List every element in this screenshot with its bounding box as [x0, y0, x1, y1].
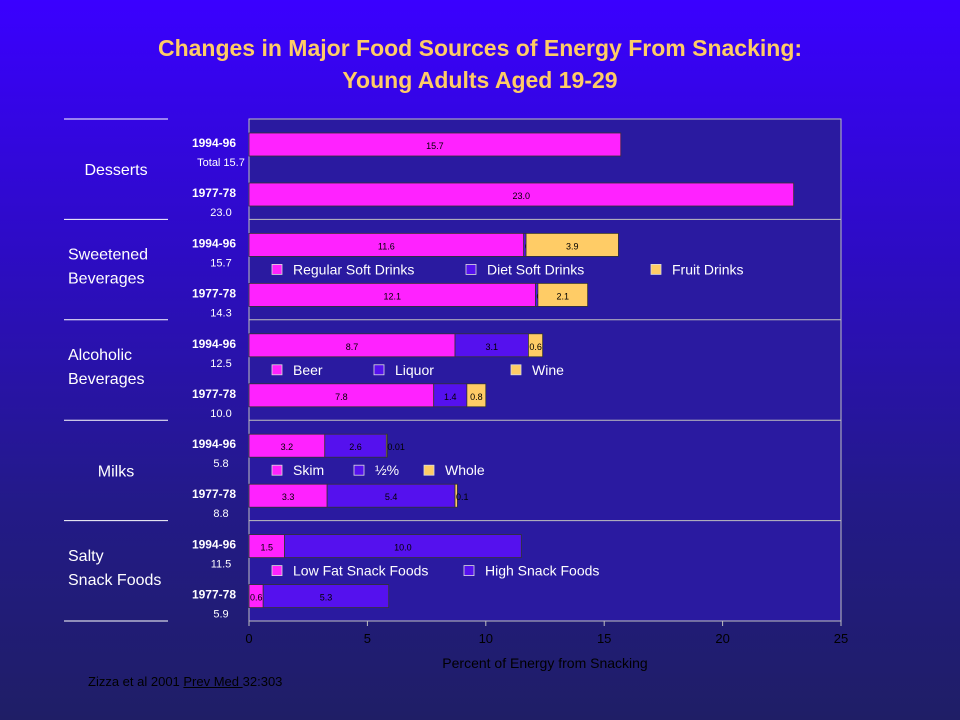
total-label: 5.8 — [213, 458, 228, 470]
data-label: 5.3 — [320, 593, 333, 603]
data-label: 3.3 — [282, 492, 295, 502]
period-label: 1977-78 — [192, 487, 236, 501]
legend-swatch — [353, 464, 365, 476]
data-label: 5.4 — [385, 492, 398, 502]
legend-label: Whole — [445, 462, 485, 478]
period-label: 1994-96 — [192, 538, 236, 552]
legend-label: High Snack Foods — [485, 563, 599, 579]
title-line-2: Young Adults Aged 19-29 — [342, 67, 618, 93]
data-label: 10.0 — [394, 543, 412, 553]
period-label: 1977-78 — [192, 286, 236, 300]
bar-segment — [284, 534, 522, 558]
data-label: 23.0 — [513, 191, 531, 201]
legend-label: Skim — [293, 462, 324, 478]
x-tick-label: 10 — [479, 631, 493, 646]
total-label: 12.5 — [210, 358, 231, 370]
category-label: Desserts — [84, 162, 147, 179]
x-axis-label: Percent of Energy from Snacking — [442, 655, 647, 671]
data-label: 8.7 — [346, 342, 359, 352]
data-label: 7.8 — [335, 392, 348, 402]
data-label: 12.1 — [383, 291, 401, 301]
x-tick-label: 0 — [245, 631, 252, 646]
total-label: 15.7 — [210, 257, 231, 269]
x-tick-label: 20 — [715, 631, 729, 646]
data-label: 0.6 — [529, 342, 542, 352]
x-tick-label: 25 — [834, 631, 848, 646]
legend-swatch — [271, 263, 283, 275]
category-label: Milks — [98, 463, 134, 480]
legend-label: ½% — [375, 462, 399, 478]
citation-ref: 32:303 — [242, 674, 283, 689]
legend-swatch — [510, 364, 522, 376]
legend-label: Diet Soft Drinks — [487, 261, 584, 277]
category-label: Beverages — [68, 271, 145, 288]
total-label: Total 15.7 — [197, 157, 245, 169]
total-label: 10.0 — [210, 408, 231, 420]
period-label: 1994-96 — [192, 136, 236, 150]
bar-segment — [528, 333, 544, 358]
bar-segment — [248, 132, 622, 157]
legend-label: Fruit Drinks — [672, 261, 744, 277]
legend-swatch — [650, 263, 662, 275]
period-label: 1994-96 — [192, 236, 236, 250]
total-label: 8.8 — [213, 508, 228, 520]
bar-segment — [466, 383, 487, 408]
bar-segment — [454, 483, 458, 508]
x-tick-label: 5 — [364, 631, 371, 646]
total-label: 14.3 — [210, 307, 231, 319]
data-label: 0.8 — [470, 392, 483, 402]
bar-segment — [385, 433, 388, 458]
title-line-1: Changes in Major Food Sources of Energy … — [157, 35, 803, 61]
category-label: Sweetened — [68, 247, 148, 264]
data-label: 0.6 — [250, 593, 263, 603]
data-label: 3.2 — [281, 442, 294, 452]
data-label: 2.1 — [557, 291, 570, 301]
data-label: 15.7 — [426, 141, 444, 151]
period-label: 1994-96 — [192, 337, 236, 351]
bar-segment — [248, 182, 795, 207]
legend-swatch — [271, 364, 283, 376]
data-label: 11.6 — [378, 241, 395, 251]
data-label: 3.9 — [566, 241, 579, 251]
period-label: 1977-78 — [192, 387, 236, 401]
chart-title: Changes in Major Food Sources of Energy … — [0, 32, 960, 96]
legend-label: Regular Soft Drinks — [293, 261, 414, 277]
citation: Zizza et al 2001 Prev Med 32:303 — [88, 674, 282, 689]
citation-journal: Prev Med — [183, 674, 243, 689]
data-label: 1.5 — [261, 543, 274, 553]
legend-swatch — [465, 263, 477, 275]
legend-swatch — [271, 565, 283, 576]
total-label: 5.9 — [213, 609, 228, 621]
legend-swatch — [423, 464, 435, 476]
bar-segment — [262, 584, 390, 608]
category-label: Salty — [68, 548, 104, 565]
legend-swatch — [373, 364, 385, 376]
category-label: Snack Foods — [68, 572, 161, 589]
data-label: 2.6 — [349, 442, 362, 452]
data-label: 3.1 — [485, 342, 498, 352]
category-label: Alcoholic — [68, 347, 132, 364]
x-tick-label: 15 — [597, 631, 611, 646]
data-label: 0.01 — [387, 442, 405, 452]
data-label: 0.1 — [456, 492, 469, 502]
citation-authors: Zizza et al 2001 — [88, 674, 184, 689]
category-label: Beverages — [68, 371, 145, 388]
total-label: 23.0 — [210, 207, 231, 219]
total-label: 11.5 — [211, 559, 232, 571]
legend-label: Low Fat Snack Foods — [293, 563, 428, 579]
legend-label: Wine — [532, 362, 564, 378]
data-label: 1.4 — [444, 392, 457, 402]
legend-swatch — [463, 565, 475, 576]
period-label: 1994-96 — [192, 437, 236, 451]
legend-swatch — [271, 464, 283, 476]
bar-segment — [525, 232, 619, 257]
legend-label: Liquor — [395, 362, 434, 378]
period-label: 1977-78 — [192, 588, 236, 602]
legend-label: Beer — [293, 362, 323, 378]
period-label: 1977-78 — [192, 186, 236, 200]
bar-segment — [537, 282, 589, 307]
